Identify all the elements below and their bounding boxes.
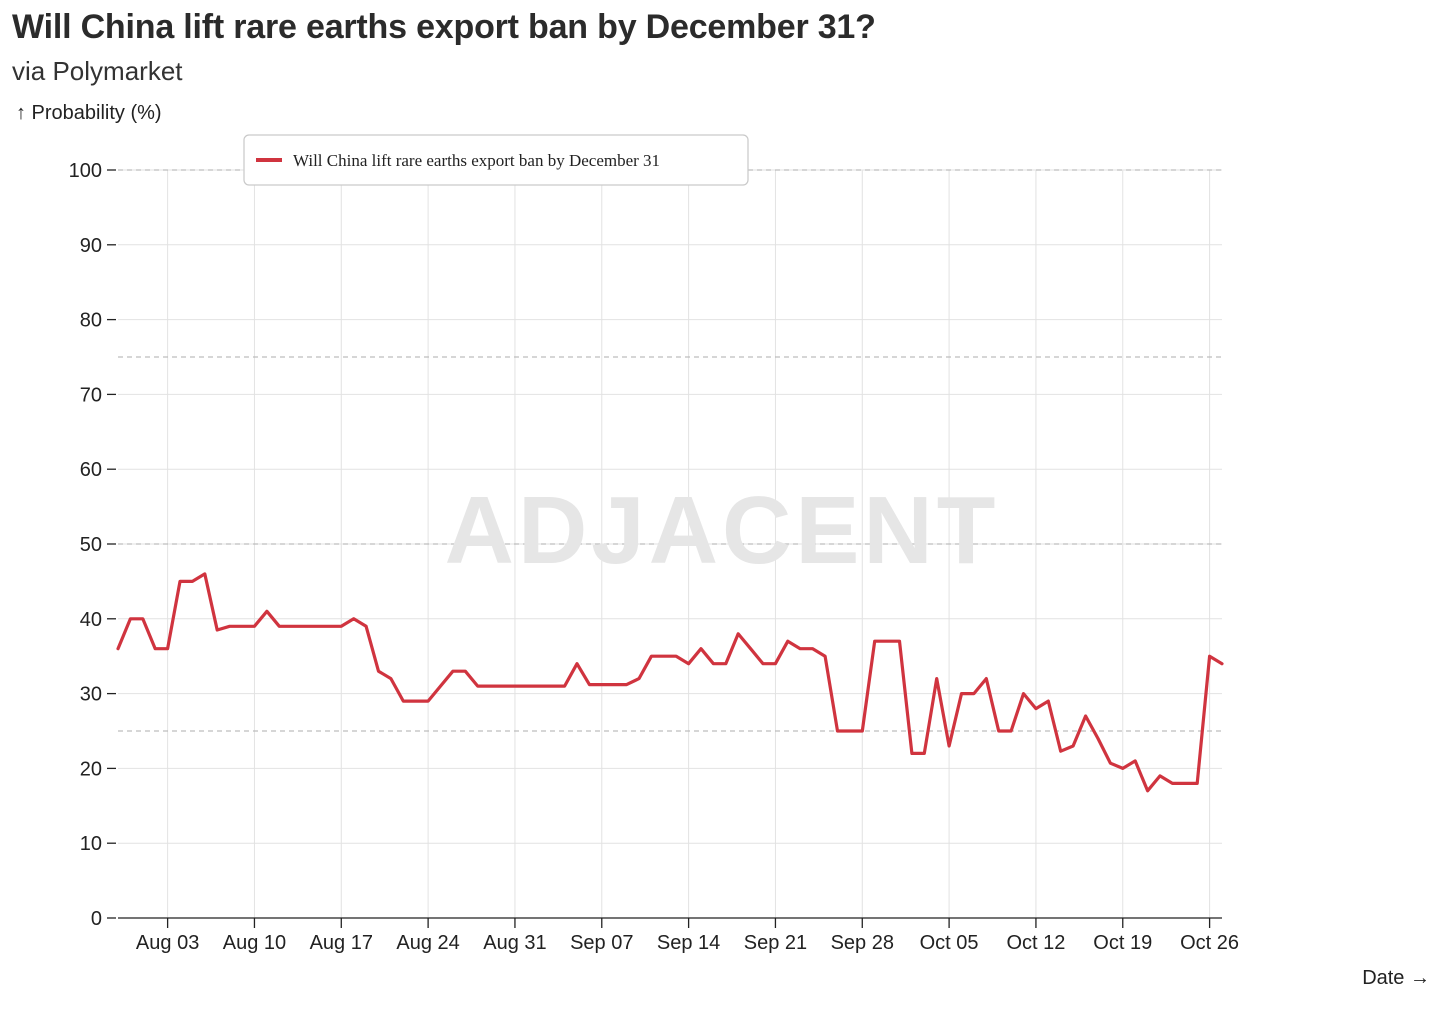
series-line [116,572,1224,793]
y-tick-label: 100 [69,160,102,182]
watermark-text: ADJACENT [445,477,1000,584]
x-tick-label: Oct 12 [1006,932,1065,954]
series-layer [116,572,1224,793]
y-tick-label: 40 [80,609,102,631]
y-tick-label: 60 [80,459,102,481]
x-tick-label: Sep 14 [657,932,720,954]
y-tick-label: 50 [80,534,102,556]
y-tick-label: 20 [80,758,102,780]
x-tick-label: Aug 03 [136,932,199,954]
axes: 0 10 20 30 40 50 60 70 80 90 100 Aug 03 Aug 10 Aug 17… [69,160,1239,954]
x-tick-label: Oct 26 [1180,932,1239,954]
page-title: Will China lift rare earths export ban b… [12,8,876,46]
legend-box [243,134,749,186]
y-tick-label: 90 [80,235,102,257]
y-tick-label: 70 [80,384,102,406]
x-tick-label: Aug 24 [396,932,459,954]
y-tick-label: 80 [80,310,102,332]
y-tick-label: 30 [80,684,102,706]
x-tick-label: Sep 28 [831,932,894,954]
legend-label: Will China lift rare earths export ban b… [293,151,660,170]
y-tick-label: 0 [91,908,102,930]
y-tick-label: 10 [80,833,102,855]
x-tick-label: Aug 10 [223,932,286,954]
x-tick-label: Oct 19 [1093,932,1152,954]
x-tick-label: Aug 17 [310,932,373,954]
x-axis-label: Date → [1362,967,1430,989]
x-tick-label: Aug 31 [483,932,546,954]
grid-lines [118,169,1222,918]
chart-subtitle: via Polymarket [12,56,183,86]
y-axis-label: ↑ Probability (%) [16,102,162,124]
x-tick-label: Sep 21 [744,932,807,954]
x-tick-label: Sep 07 [570,932,633,954]
legend: Will China lift rare earths export ban b… [243,134,749,186]
x-tick-label: Oct 05 [920,932,979,954]
